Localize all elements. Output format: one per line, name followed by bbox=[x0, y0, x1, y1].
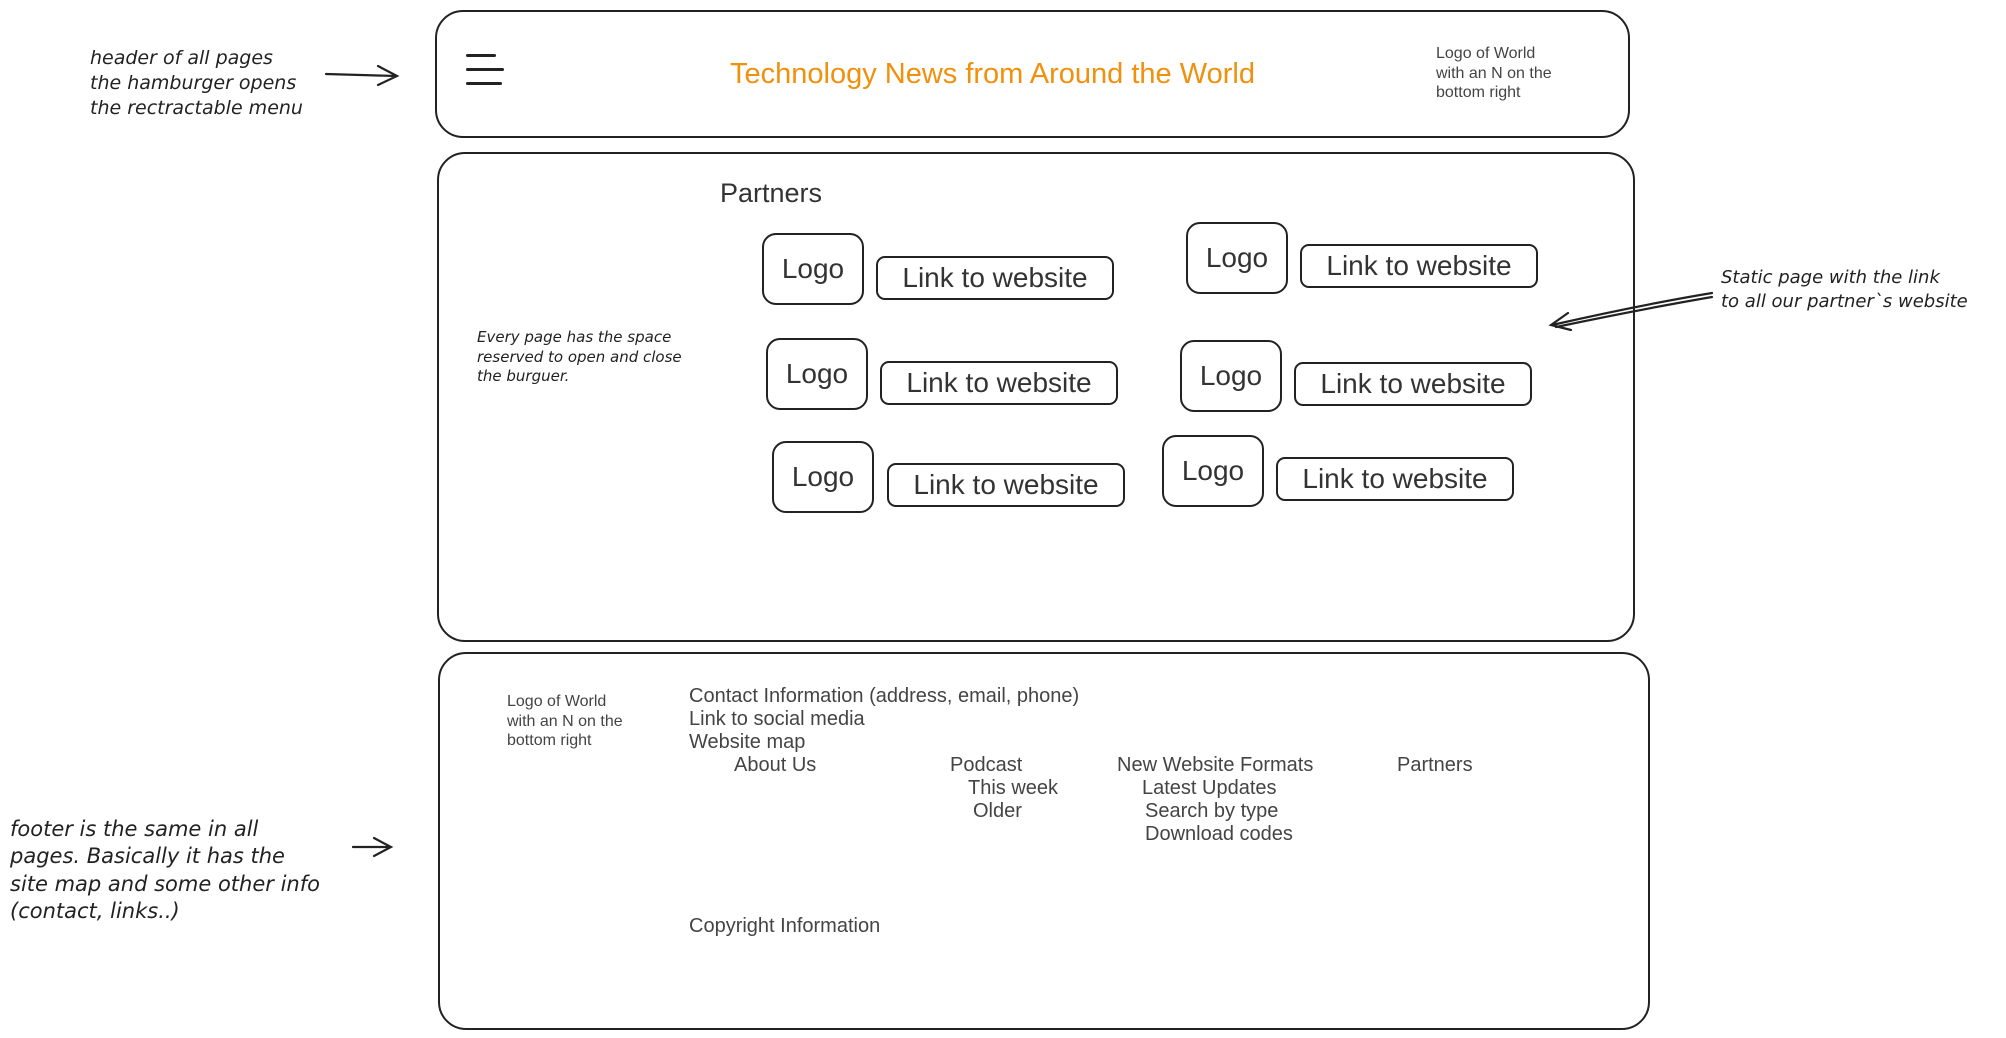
footer-social-link[interactable]: Link to social media bbox=[689, 708, 865, 730]
hamburger-icon[interactable] bbox=[466, 52, 504, 86]
partner-logo: Logo bbox=[1186, 222, 1288, 294]
sitemap-about-us[interactable]: About Us bbox=[734, 754, 817, 776]
footer-annotation: footer is the same in all pages. Basical… bbox=[10, 817, 320, 923]
partner-logo: Logo bbox=[1180, 340, 1282, 412]
sitemap-latest-updates[interactable]: Latest Updates bbox=[1142, 777, 1277, 799]
footer-copyright: Copyright Information bbox=[689, 915, 881, 937]
sitemap-partners[interactable]: Partners bbox=[1397, 754, 1473, 776]
partners-page-frame bbox=[437, 152, 1635, 642]
header-arrow bbox=[324, 64, 400, 87]
partner-website-link[interactable]: Link to website bbox=[1276, 457, 1514, 501]
header-annotation: header of all pages the hamburger opens … bbox=[90, 47, 303, 120]
partner-website-link[interactable]: Link to website bbox=[880, 361, 1118, 405]
footer-frame bbox=[438, 652, 1650, 1030]
footer-arrow bbox=[351, 836, 394, 858]
partner-website-link[interactable]: Link to website bbox=[876, 256, 1114, 300]
partner-website-link[interactable]: Link to website bbox=[1300, 244, 1538, 288]
sitemap-podcast-this-week[interactable]: This week bbox=[968, 777, 1059, 799]
static-page-arrow bbox=[1548, 291, 1714, 332]
header-frame bbox=[435, 10, 1630, 138]
static-page-annotation: Static page with the link to all our par… bbox=[1721, 267, 1968, 312]
site-title: Technology News from Around the World bbox=[730, 58, 1255, 90]
footer-logo-placeholder: Logo of World with an N on the bottom ri… bbox=[507, 693, 623, 750]
partner-logo: Logo bbox=[766, 338, 868, 410]
header-logo-placeholder: Logo of World with an N on the bottom ri… bbox=[1436, 45, 1552, 102]
sitemap-podcast-older[interactable]: Older bbox=[973, 800, 1022, 822]
partner-logo: Logo bbox=[762, 233, 864, 305]
sitemap-download-codes[interactable]: Download codes bbox=[1145, 823, 1293, 845]
partner-website-link[interactable]: Link to website bbox=[1294, 362, 1532, 406]
partner-logo: Logo bbox=[1162, 435, 1264, 507]
footer-contact-info: Contact Information (address, email, pho… bbox=[689, 685, 1080, 707]
burger-space-annotation: Every page has the space reserved to ope… bbox=[477, 328, 682, 385]
sitemap-new-website-formats[interactable]: New Website Formats bbox=[1117, 754, 1314, 776]
static-page-arrow-shadow bbox=[1554, 295, 1714, 329]
partner-logo: Logo bbox=[772, 441, 874, 513]
sitemap-search-by-type[interactable]: Search by type bbox=[1145, 800, 1279, 822]
partner-website-link[interactable]: Link to website bbox=[887, 463, 1125, 507]
sitemap-podcast[interactable]: Podcast bbox=[950, 754, 1023, 776]
partners-heading: Partners bbox=[720, 178, 823, 208]
footer-sitemap-label: Website map bbox=[689, 731, 806, 753]
